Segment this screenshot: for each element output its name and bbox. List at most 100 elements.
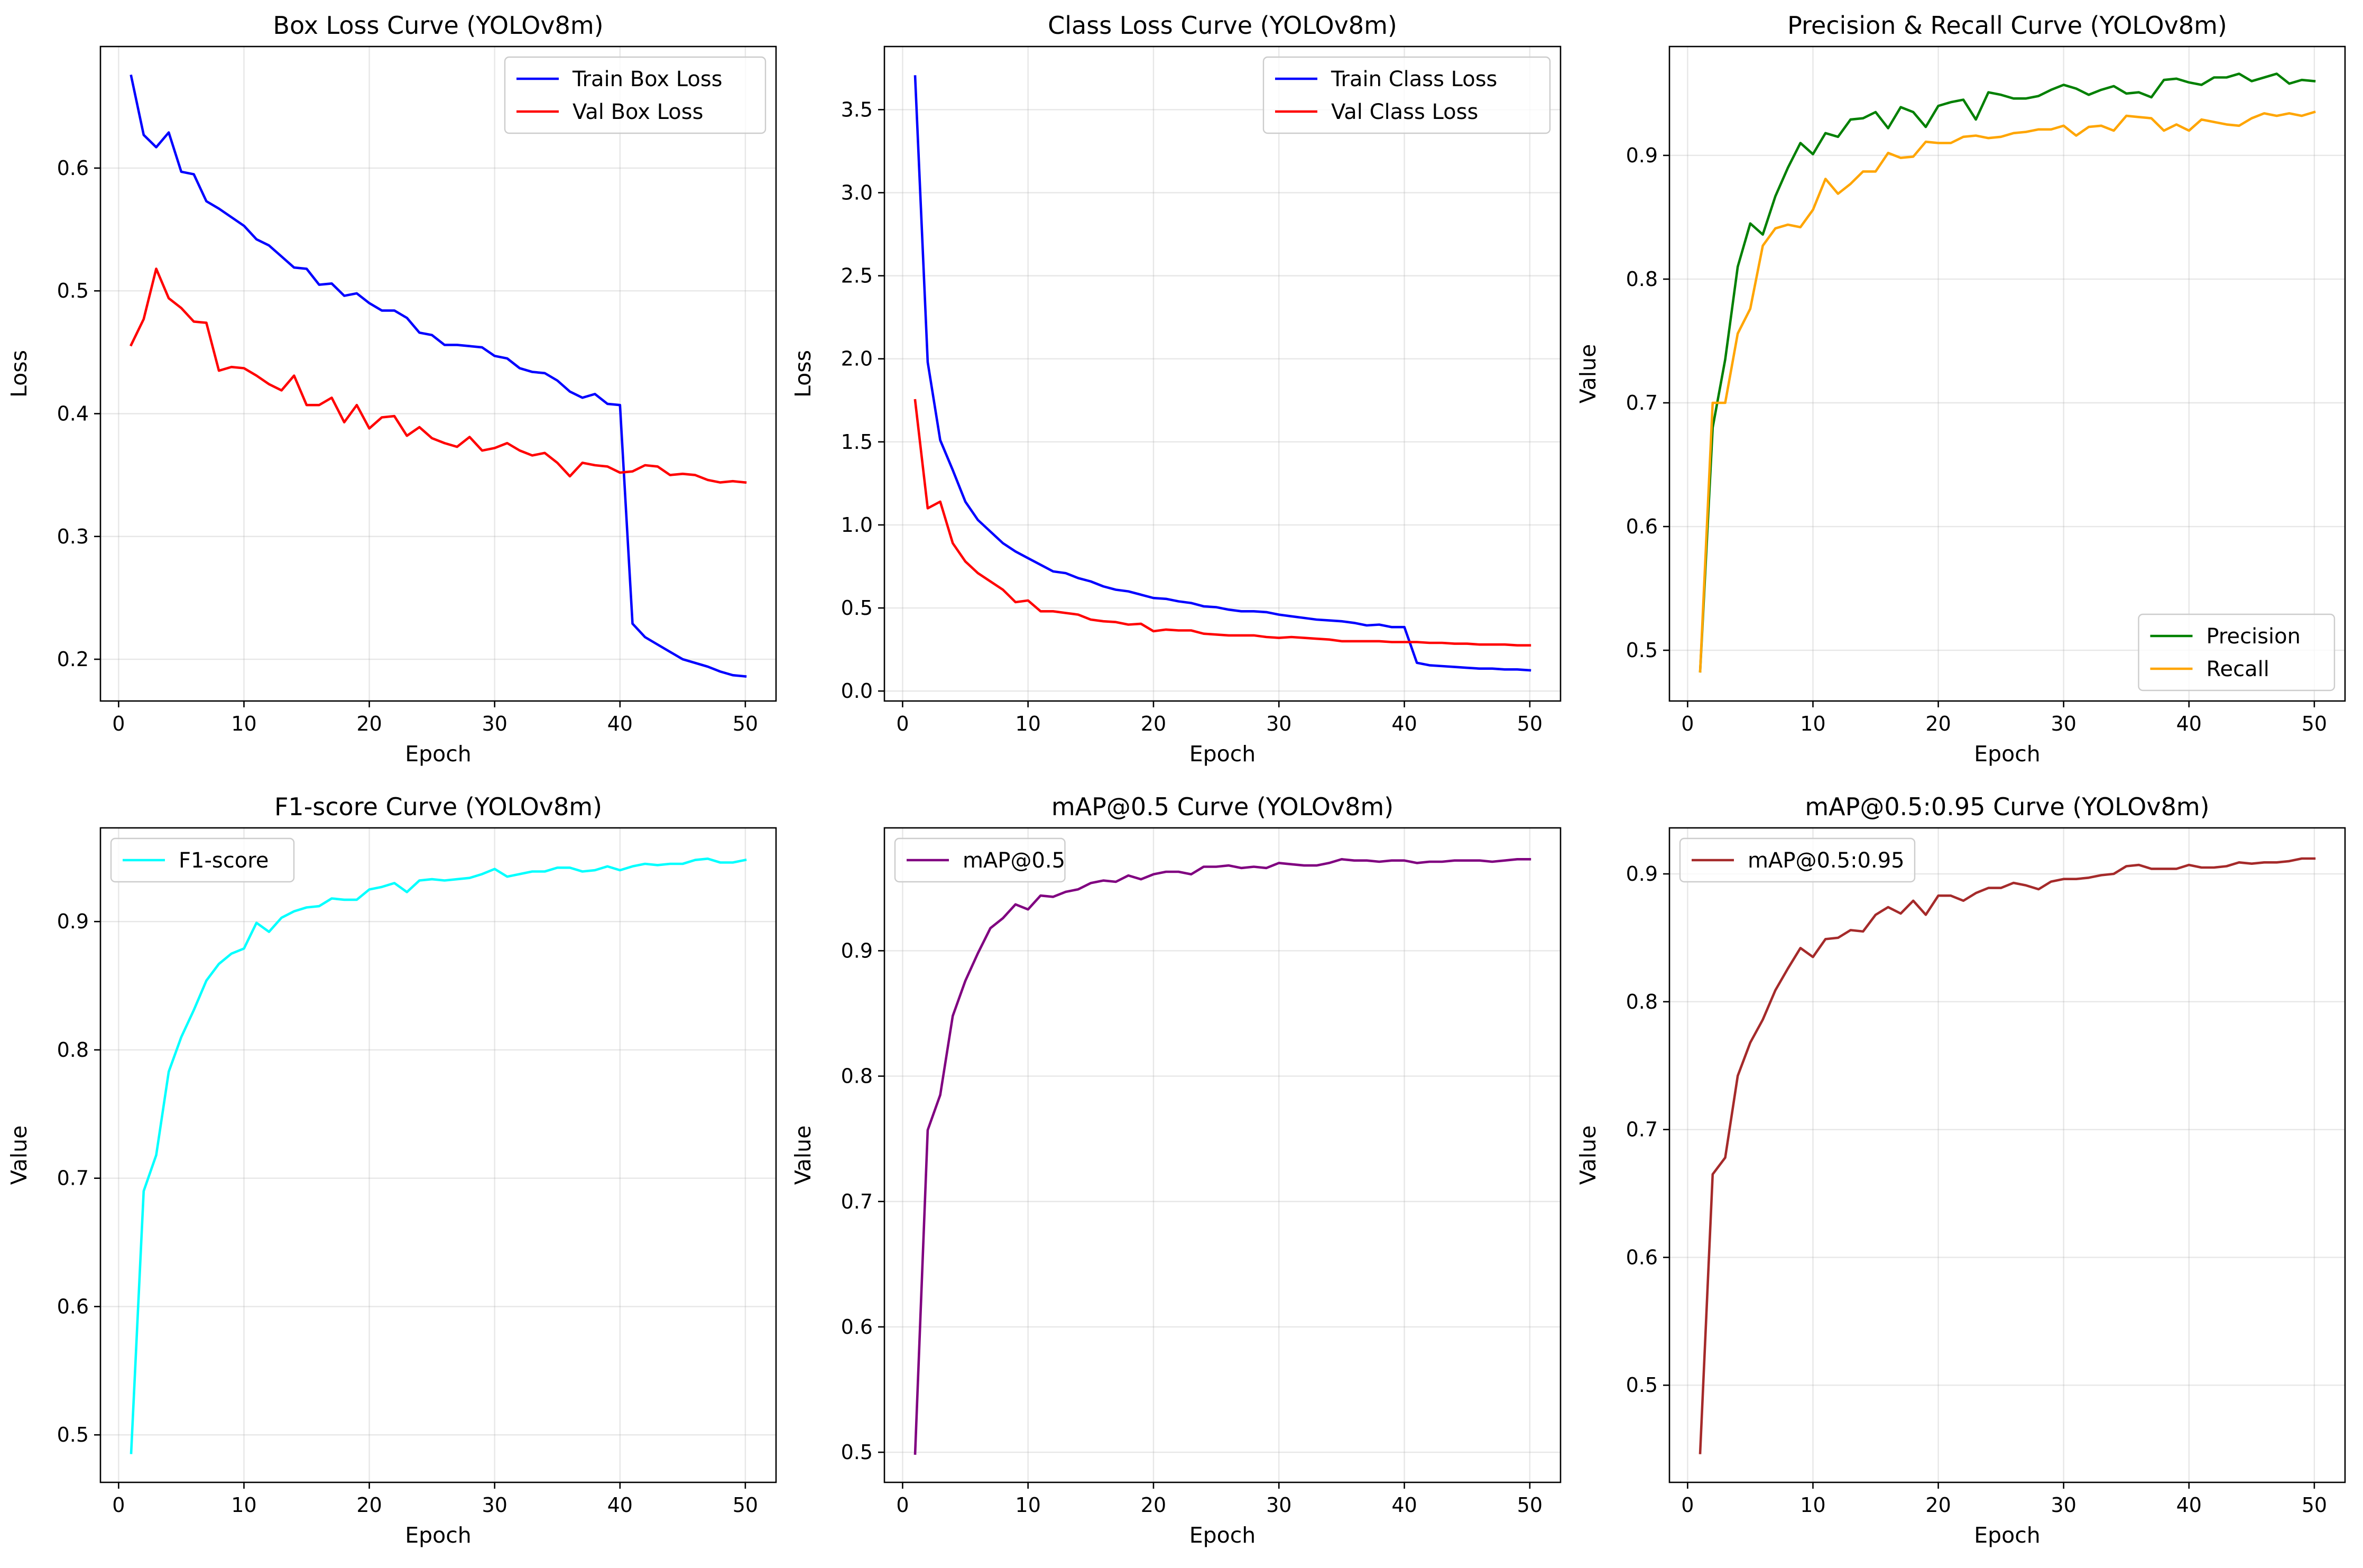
x-tick-label: 0 (896, 712, 909, 735)
x-tick-label: 50 (2302, 712, 2327, 735)
x-tick-label: 10 (231, 1493, 256, 1517)
chart-panel-6: 0 10 20 30 40 50 0.5 0.6 0.7 0.8 0.9 mAP@0.5:0.95 C… (1575, 792, 2346, 1548)
x-tick-label: 50 (733, 712, 758, 735)
y-tick-label: 0.5 (841, 596, 873, 620)
chart-title: Box Loss Curve (YOLOv8m) (273, 11, 603, 40)
y-tick-label: 0.6 (1626, 515, 1658, 538)
y-tick-label: 0.9 (841, 939, 873, 962)
chart-title: Precision & Recall Curve (YOLOv8m) (1787, 11, 2227, 40)
x-tick-label: 40 (2176, 1493, 2202, 1517)
legend-box (1679, 837, 1916, 883)
y-tick-label: 0.7 (1626, 391, 1658, 414)
legend: F1-score (110, 837, 295, 883)
x-tick-label: 50 (1517, 712, 1543, 735)
y-tick-label: 0.5 (1626, 1373, 1658, 1397)
y-tick-label: 0.6 (57, 156, 89, 180)
series-line-map-0-5 (913, 858, 1531, 1455)
y-axis-label: Value (1575, 1126, 1601, 1185)
x-tick-label: 0 (1681, 1493, 1694, 1517)
legend-label-recall: Recall (2207, 657, 2269, 681)
legend-label-train-box-loss: Train Box Loss (572, 67, 723, 91)
x-tick-label: 10 (1800, 1493, 1825, 1517)
x-axis-label: Epoch (405, 741, 472, 767)
series-line-val-class-loss (913, 399, 1531, 647)
x-tick-label: 20 (1925, 712, 1951, 735)
y-tick-label: 0.5 (57, 279, 89, 302)
x-tick-label: 10 (231, 712, 256, 735)
x-tick-label: 30 (2051, 712, 2076, 735)
x-tick-label: 50 (1517, 1493, 1543, 1517)
x-tick-label: 40 (607, 1493, 633, 1517)
y-tick-label: 0.9 (1626, 862, 1658, 886)
x-tick-label: 40 (1391, 1493, 1417, 1517)
y-tick-label: 0.8 (57, 1038, 89, 1062)
y-tick-label: 0.8 (841, 1065, 873, 1088)
x-tick-label: 40 (607, 712, 633, 735)
series-line-train-box-loss (130, 74, 747, 678)
legend: mAP@0.5:0.95 (1679, 837, 1916, 883)
y-tick-label: 0.6 (841, 1315, 873, 1339)
x-tick-label: 40 (2176, 712, 2202, 735)
x-tick-label: 0 (1681, 712, 1694, 735)
legend: mAP@0.5 (894, 837, 1066, 883)
y-tick-label: 0.6 (57, 1295, 89, 1318)
y-tick-label: 3.0 (841, 181, 873, 205)
x-tick-label: 30 (1266, 1493, 1291, 1517)
chart-panel-2: 0 10 20 30 40 50 0.0 0.5 1.0 1.5 2.0 2.5 3.0 3.5 Class… (790, 11, 1562, 767)
x-tick-label: 20 (1141, 1493, 1166, 1517)
y-tick-label: 2.0 (841, 347, 873, 371)
y-tick-label: 0.9 (1626, 144, 1658, 167)
chart-title: mAP@0.5:0.95 Curve (YOLOv8m) (1805, 792, 2209, 821)
y-tick-label: 0.4 (57, 402, 89, 425)
y-axis-label: Value (1575, 344, 1601, 404)
y-axis-label: Value (6, 1126, 32, 1185)
y-tick-label: 0.7 (841, 1190, 873, 1213)
x-axis-label: Epoch (1974, 741, 2041, 767)
legend-box (1262, 56, 1551, 134)
plot-frame (883, 45, 1562, 702)
series-line-f1-score (130, 857, 747, 1454)
plot-frame (99, 827, 777, 1483)
y-tick-label: 0.8 (1626, 268, 1658, 291)
x-axis-label: Epoch (1189, 1523, 1256, 1548)
legend-box (2138, 613, 2336, 691)
legend-label-val-box-loss: Val Box Loss (573, 100, 703, 124)
y-tick-label: 0.3 (57, 525, 89, 548)
x-axis-label: Epoch (1974, 1523, 2041, 1548)
x-tick-label: 30 (2051, 1493, 2076, 1517)
series-line-recall (1699, 110, 2316, 673)
chart-title: mAP@0.5 Curve (YOLOv8m) (1051, 792, 1393, 821)
x-tick-label: 40 (1391, 712, 1417, 735)
x-tick-label: 20 (356, 712, 382, 735)
y-tick-label: 0.7 (1626, 1118, 1658, 1141)
x-tick-label: 50 (2302, 1493, 2327, 1517)
chart-panel-3: 0 10 20 30 40 50 0.5 0.6 0.7 0.8 0.9 Precision & Re… (1575, 11, 2346, 767)
x-tick-label: 30 (1266, 712, 1291, 735)
chart-panel-1: 0 10 20 30 40 50 0.2 0.3 0.4 0.5 0.6 Box Loss Curve… (6, 11, 777, 767)
legend-label-map-0-5-0-95: mAP@0.5:0.95 (1748, 848, 1905, 873)
legend-label-train-class-loss: Train Class Loss (1331, 67, 1497, 91)
legend: Train Box Loss Val Box Loss (504, 56, 767, 134)
legend: Precision Recall (2138, 613, 2336, 691)
y-axis-label: Loss (6, 350, 32, 398)
x-tick-label: 20 (1141, 712, 1166, 735)
legend-label-precision: Precision (2207, 624, 2301, 649)
x-tick-label: 0 (112, 712, 125, 735)
legend-box (894, 837, 1066, 883)
y-tick-label: 0.5 (1626, 639, 1658, 662)
x-tick-label: 10 (1016, 1493, 1041, 1517)
y-tick-label: 0.0 (841, 679, 873, 703)
chart-title: Class Loss Curve (YOLOv8m) (1048, 11, 1397, 40)
x-tick-label: 30 (482, 1493, 507, 1517)
chart-panel-4: 0 10 20 30 40 50 0.5 0.6 0.7 0.8 0.9 F1-score Curve… (6, 792, 777, 1548)
y-axis-label: Loss (790, 350, 816, 398)
y-tick-label: 1.0 (841, 513, 873, 537)
x-tick-label: 0 (112, 1493, 125, 1517)
series-line-precision (1699, 72, 2316, 673)
series-line-train-class-loss (913, 75, 1531, 672)
x-tick-label: 50 (733, 1493, 758, 1517)
x-tick-label: 20 (356, 1493, 382, 1517)
legend-box (110, 837, 295, 883)
legend-label-map-0-5: mAP@0.5 (963, 848, 1065, 873)
